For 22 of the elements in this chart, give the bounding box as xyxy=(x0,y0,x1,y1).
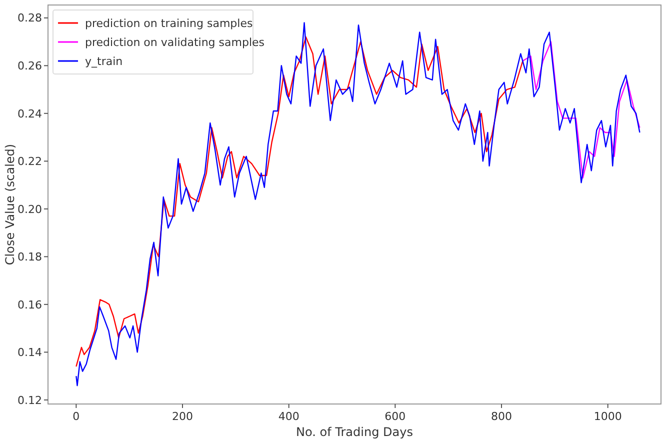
y-tick-label: 0.28 xyxy=(18,12,42,25)
legend-label: prediction on validating samples xyxy=(85,36,265,49)
x-tick-label: 0 xyxy=(72,410,80,423)
y-tick-label: 0.24 xyxy=(18,107,42,120)
line-series xyxy=(522,41,640,178)
x-axis-title: No. of Trading Days xyxy=(296,425,413,439)
y-tick-label: 0.16 xyxy=(18,298,42,312)
legend-label: y_train xyxy=(85,54,123,68)
x-tick-label: 400 xyxy=(278,410,300,423)
y-axis-title: Close Value (scaled) xyxy=(3,144,17,266)
y-tick-label: 0.22 xyxy=(18,155,42,168)
y-tick-label: 0.14 xyxy=(18,346,42,360)
y-tick-label: 0.26 xyxy=(18,60,42,72)
line-series xyxy=(76,36,524,368)
x-tick-label: 1000 xyxy=(594,410,622,423)
x-tick-label: 600 xyxy=(384,410,406,423)
x-tick-label: 200 xyxy=(172,410,194,423)
y-tick-label: 0.18 xyxy=(18,250,42,264)
y-tick-label: 0.12 xyxy=(18,394,42,407)
legend-label: prediction on training samples xyxy=(85,16,253,30)
x-tick-label: 800 xyxy=(491,410,512,423)
y-tick-label: 0.20 xyxy=(18,202,42,216)
